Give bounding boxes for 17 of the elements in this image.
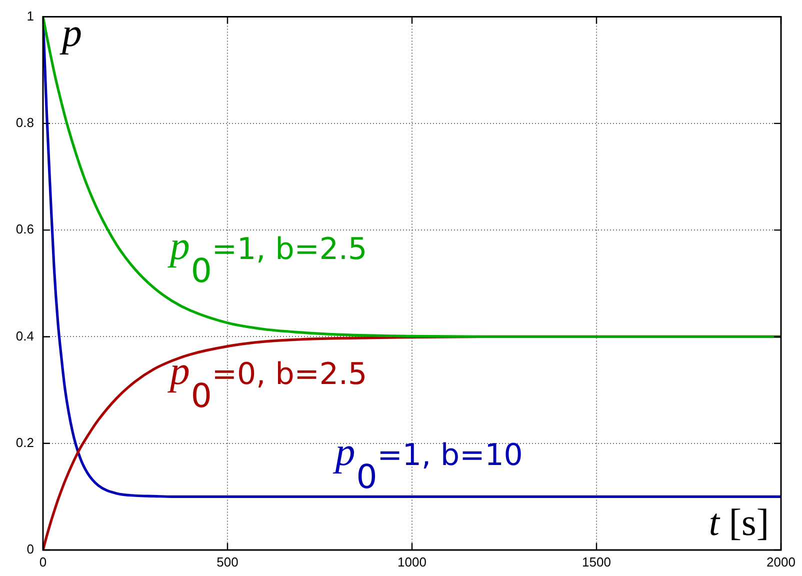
- series-label: p$_{0}$=1, b=2.5: [170, 223, 368, 290]
- y-tick-label: 0.4: [16, 328, 34, 344]
- series-label: p$_{0}$=1, b=10: [335, 428, 523, 496]
- y-tick-label: 0.6: [16, 222, 34, 237]
- x-tick-label: 0: [39, 554, 47, 570]
- x-tick-label: 1000: [398, 554, 426, 570]
- x-tick-label: 1500: [582, 554, 611, 570]
- x-tick-label: 2000: [766, 554, 796, 570]
- x-tick-label: 500: [216, 554, 238, 570]
- y-tick-label: 0.2: [16, 434, 34, 450]
- y-tick-label: 1: [26, 8, 34, 24]
- line-series: [43, 16, 781, 338]
- y-tick-label: 0: [26, 542, 34, 557]
- x-axis-title: t [s]: [708, 502, 769, 544]
- series-label: p$_{0}$=0, b=2.5: [170, 348, 368, 415]
- y-axis-title: p: [62, 10, 82, 55]
- y-tick-label: 0.8: [16, 115, 34, 130]
